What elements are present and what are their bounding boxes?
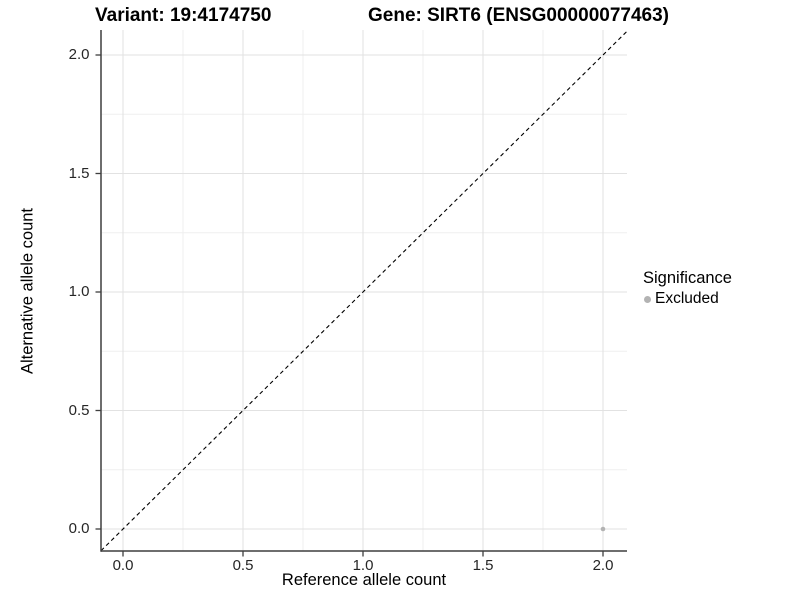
- legend-title: Significance: [643, 269, 732, 287]
- y-tick-label: 2.0: [68, 46, 90, 63]
- identity-line: [100, 30, 628, 552]
- legend: Significance Excluded: [641, 268, 732, 308]
- variant-title: Variant: 19:4174750: [95, 5, 272, 26]
- x-tick-label: 0.0: [112, 557, 134, 574]
- legend-item-label: Excluded: [655, 290, 719, 307]
- x-tick-label: 0.5: [232, 557, 254, 574]
- gene-title: Gene: SIRT6 (ENSG00000077463): [368, 5, 669, 26]
- y-tick-label: 1.5: [68, 164, 90, 182]
- legend-point-icon: [644, 295, 651, 303]
- x-tick-label: 1.0: [352, 557, 374, 574]
- x-axis-title: Reference allele count: [281, 571, 447, 589]
- y-tick-label: 0.0: [68, 520, 90, 537]
- x-tick-label: 1.5: [472, 557, 494, 574]
- y-axis-title: Alternative allele count: [18, 207, 37, 375]
- legend-item-excluded: Excluded: [641, 290, 732, 308]
- y-tick-label: 0.5: [68, 401, 90, 419]
- y-tick-label: 1.0: [68, 283, 90, 300]
- x-tick-label: 2.0: [592, 557, 614, 574]
- data-point: [600, 526, 606, 532]
